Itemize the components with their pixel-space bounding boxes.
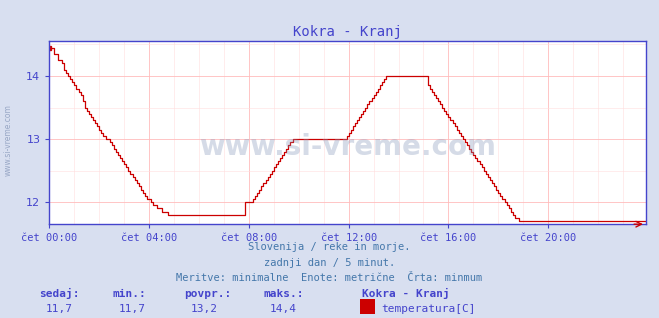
Text: 13,2: 13,2 — [191, 304, 218, 314]
Text: 11,7: 11,7 — [46, 304, 73, 314]
Text: 14,4: 14,4 — [270, 304, 297, 314]
Text: www.si-vreme.com: www.si-vreme.com — [3, 104, 13, 176]
Text: www.si-vreme.com: www.si-vreme.com — [199, 133, 496, 162]
Text: maks.:: maks.: — [264, 289, 304, 299]
Text: temperatura[C]: temperatura[C] — [381, 304, 475, 314]
Text: 11,7: 11,7 — [119, 304, 146, 314]
Title: Kokra - Kranj: Kokra - Kranj — [293, 25, 402, 39]
Text: zadnji dan / 5 minut.: zadnji dan / 5 minut. — [264, 258, 395, 267]
Text: sedaj:: sedaj: — [40, 288, 80, 299]
Text: Kokra - Kranj: Kokra - Kranj — [362, 288, 450, 299]
Text: min.:: min.: — [112, 289, 146, 299]
Text: Slovenija / reke in morje.: Slovenija / reke in morje. — [248, 242, 411, 252]
Text: povpr.:: povpr.: — [185, 289, 232, 299]
Text: Meritve: minimalne  Enote: metrične  Črta: minmum: Meritve: minimalne Enote: metrične Črta:… — [177, 273, 482, 283]
